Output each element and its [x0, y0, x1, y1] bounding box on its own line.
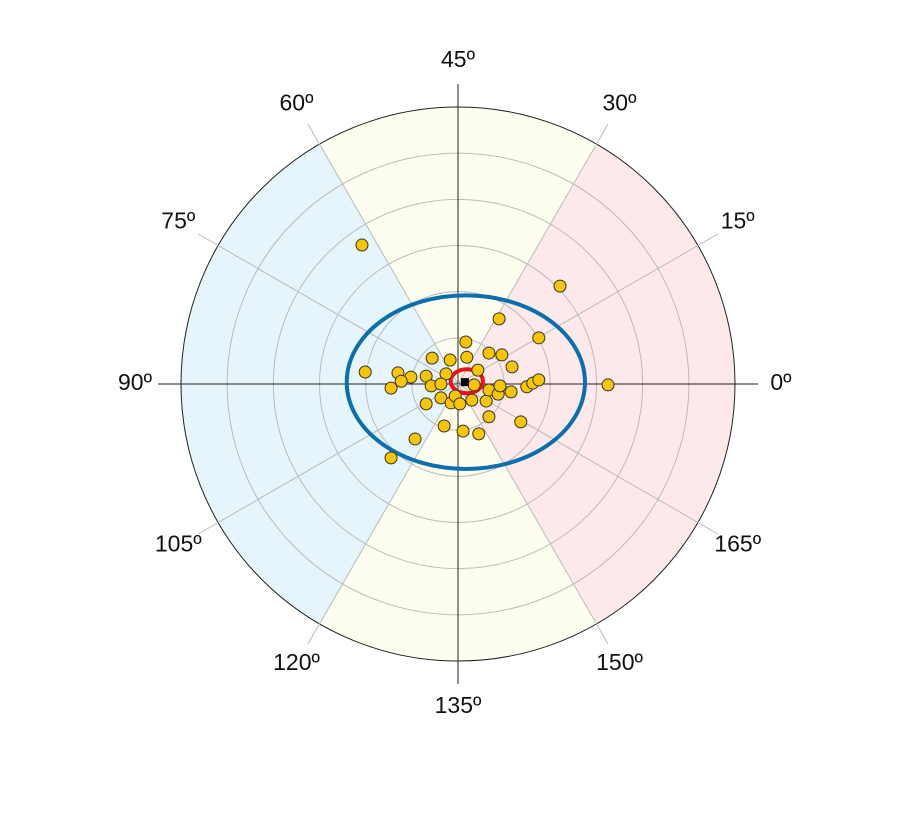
angle-label: 120º — [273, 649, 320, 675]
spoke — [307, 383, 459, 645]
spoke — [457, 383, 609, 645]
point — [355, 238, 369, 252]
angle-label: 15º — [721, 208, 756, 234]
point — [493, 379, 507, 393]
point — [479, 394, 493, 408]
point — [443, 353, 457, 367]
spoke — [457, 123, 609, 385]
point — [505, 360, 519, 374]
point — [384, 381, 398, 395]
confidence-ellipse — [448, 367, 485, 396]
point — [358, 365, 372, 379]
point — [492, 312, 506, 326]
angle-label: 165º — [714, 531, 761, 557]
data — [344, 238, 615, 471]
angle-label: 0º — [770, 369, 792, 395]
point — [495, 348, 509, 362]
angle-label: 90º — [118, 369, 153, 395]
point — [504, 385, 518, 399]
point — [439, 367, 453, 381]
point — [465, 393, 479, 407]
point — [472, 427, 486, 441]
angle-label: 45º — [441, 46, 476, 72]
point — [532, 331, 546, 345]
point — [514, 415, 528, 429]
point — [453, 397, 467, 411]
angle-label: 75º — [161, 208, 196, 234]
point — [460, 350, 474, 364]
angle-label: 135º — [435, 692, 482, 718]
spoke — [197, 233, 459, 385]
point — [482, 346, 496, 360]
point — [408, 432, 422, 446]
point — [419, 397, 433, 411]
labels: 0º 15º 30º 45º 60º 75º 90º 105º 120º 135º 150º 165º — [118, 46, 792, 718]
point — [459, 335, 473, 349]
spoke — [197, 383, 459, 535]
spoke — [457, 383, 719, 535]
point — [601, 378, 615, 392]
point — [467, 378, 481, 392]
confidence-ellipse — [344, 293, 587, 471]
point — [456, 424, 470, 438]
point — [471, 363, 485, 377]
point — [384, 451, 398, 465]
grid — [158, 84, 758, 684]
angle-label: 30º — [603, 89, 638, 115]
point — [434, 391, 448, 405]
angle-label: 105º — [155, 531, 202, 557]
point — [532, 373, 546, 387]
spoke — [307, 123, 459, 385]
angle-label: 60º — [280, 89, 315, 115]
center-mark — [460, 378, 469, 387]
point — [437, 419, 451, 433]
point — [553, 279, 567, 293]
angle-label: 150º — [596, 649, 643, 675]
point — [425, 351, 439, 365]
point — [482, 410, 496, 424]
point — [434, 377, 448, 391]
point — [394, 374, 408, 388]
